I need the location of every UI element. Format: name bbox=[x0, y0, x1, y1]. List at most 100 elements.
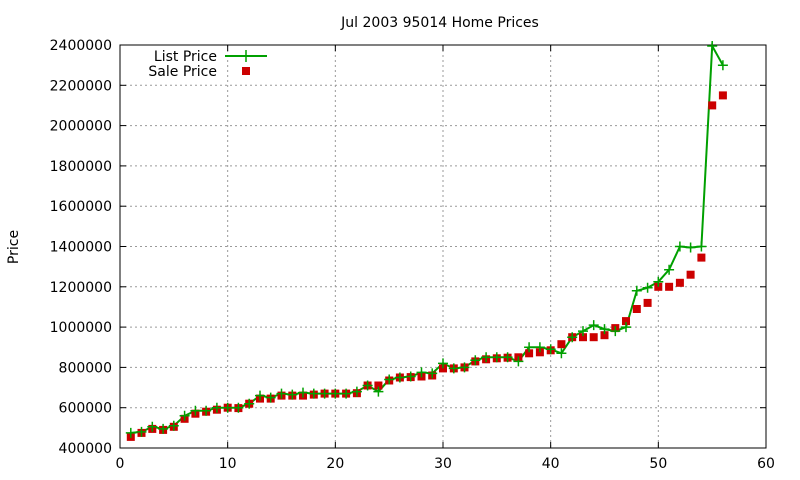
list-price-point bbox=[524, 342, 535, 353]
sale-price-point bbox=[579, 333, 587, 342]
list-price-point bbox=[491, 352, 502, 363]
sale-price-point bbox=[665, 282, 674, 291]
sale-price-point bbox=[643, 298, 652, 307]
sale-price-point bbox=[525, 349, 534, 358]
list-price-point bbox=[394, 372, 405, 383]
list-price-point bbox=[653, 276, 664, 287]
list-price-point bbox=[427, 368, 438, 379]
list-price-point bbox=[319, 388, 330, 399]
y-tick-label: 400000 bbox=[59, 441, 112, 457]
sale-price-point bbox=[708, 101, 717, 110]
list-price-point bbox=[405, 371, 416, 382]
y-tick-label: 2400000 bbox=[50, 38, 112, 54]
list-price-point bbox=[158, 423, 169, 434]
x-tick-label: 50 bbox=[649, 456, 667, 472]
y-tick-label: 1400000 bbox=[50, 240, 112, 256]
legend: List Price Sale Price bbox=[148, 49, 267, 80]
list-price-point bbox=[287, 389, 298, 400]
plot-frame bbox=[119, 44, 767, 449]
sale-price-point bbox=[632, 305, 641, 313]
list-price-point bbox=[384, 374, 395, 385]
list-price-point bbox=[351, 386, 362, 397]
list-price-point bbox=[438, 358, 448, 369]
list-price-point bbox=[373, 386, 384, 397]
list-price-point bbox=[674, 241, 685, 252]
list-price-point bbox=[222, 402, 233, 413]
chart-title: Jul 2003 95014 Home Prices bbox=[340, 15, 539, 31]
list-price-point bbox=[244, 398, 255, 409]
y-tick-label: 2200000 bbox=[50, 78, 112, 94]
x-axis-ticks: 0 10 20 30 40 50 60 bbox=[116, 45, 775, 472]
legend-label-sale-price: Sale Price bbox=[148, 64, 217, 80]
y-tick-label: 1600000 bbox=[50, 199, 112, 215]
sale-price-point bbox=[589, 333, 598, 342]
list-price-point bbox=[578, 326, 588, 337]
list-price-point bbox=[481, 352, 492, 363]
list-price-point bbox=[717, 60, 728, 71]
legend-label-list-price: List Price bbox=[154, 49, 217, 65]
y-tick-label: 1000000 bbox=[50, 320, 112, 336]
list-price-point bbox=[416, 367, 427, 378]
list-price-point bbox=[588, 320, 599, 331]
list-price-point bbox=[211, 402, 222, 413]
list-price-point bbox=[136, 426, 147, 437]
legend-marker-list-price bbox=[240, 50, 252, 62]
list-price-point bbox=[448, 363, 459, 374]
list-price-point bbox=[147, 421, 158, 432]
x-tick-label: 30 bbox=[434, 456, 452, 472]
list-price-point bbox=[330, 388, 341, 399]
list-price-point bbox=[567, 332, 578, 343]
list-price-point bbox=[125, 427, 136, 438]
list-price-point bbox=[265, 392, 276, 403]
x-tick-label: 10 bbox=[219, 456, 237, 472]
y-tick-label: 1200000 bbox=[50, 280, 112, 296]
list-price-point bbox=[341, 388, 352, 399]
list-price-point bbox=[631, 285, 642, 296]
sale-price-point bbox=[557, 340, 566, 349]
list-price-point bbox=[664, 264, 675, 275]
list-price-point bbox=[685, 242, 696, 253]
list-price-point bbox=[696, 241, 707, 252]
sale-price-point bbox=[622, 317, 630, 326]
list-price-point bbox=[707, 41, 718, 51]
y-tick-label: 800000 bbox=[59, 360, 112, 376]
x-tick-label: 60 bbox=[757, 456, 775, 472]
sale-price-point bbox=[718, 91, 727, 100]
x-tick-label: 0 bbox=[116, 456, 125, 472]
list-price-point bbox=[233, 402, 244, 413]
list-price-point bbox=[179, 410, 190, 421]
list-price-point bbox=[642, 282, 653, 293]
list-price-point bbox=[168, 420, 179, 431]
sale-price-point bbox=[600, 331, 609, 340]
list-price-point bbox=[534, 342, 545, 353]
list-price-line bbox=[130, 42, 724, 434]
list-price-point bbox=[545, 344, 556, 355]
y-tick-label: 1800000 bbox=[50, 159, 112, 175]
x-tick-label: 20 bbox=[326, 456, 344, 472]
list-price-point bbox=[190, 405, 201, 416]
list-price-point bbox=[621, 322, 631, 333]
list-price-point bbox=[459, 362, 470, 373]
grid-lines bbox=[120, 45, 766, 448]
y-tick-label: 600000 bbox=[59, 401, 112, 417]
sale-price-point bbox=[675, 278, 684, 287]
series-layer bbox=[125, 41, 728, 441]
y-axis-label: Price bbox=[6, 230, 22, 264]
list-price-point bbox=[513, 356, 524, 367]
list-price-point bbox=[556, 348, 567, 359]
list-price-point bbox=[362, 380, 373, 391]
list-price-point bbox=[599, 324, 610, 335]
list-price-point bbox=[470, 355, 481, 366]
y-tick-label: 2000000 bbox=[50, 119, 112, 135]
legend-marker-sale-price bbox=[242, 67, 250, 75]
sale-price-point bbox=[686, 270, 695, 279]
y-axis-ticks: 400000 600000 800000 1000000 1200000 1400000 1… bbox=[50, 38, 766, 457]
sale-price-point bbox=[374, 381, 383, 390]
sale-price-point bbox=[697, 253, 706, 262]
list-price-point bbox=[610, 326, 621, 337]
list-price-point bbox=[298, 387, 308, 398]
list-price-point bbox=[201, 405, 212, 416]
list-price-point bbox=[308, 388, 319, 399]
x-tick-label: 40 bbox=[542, 456, 560, 472]
